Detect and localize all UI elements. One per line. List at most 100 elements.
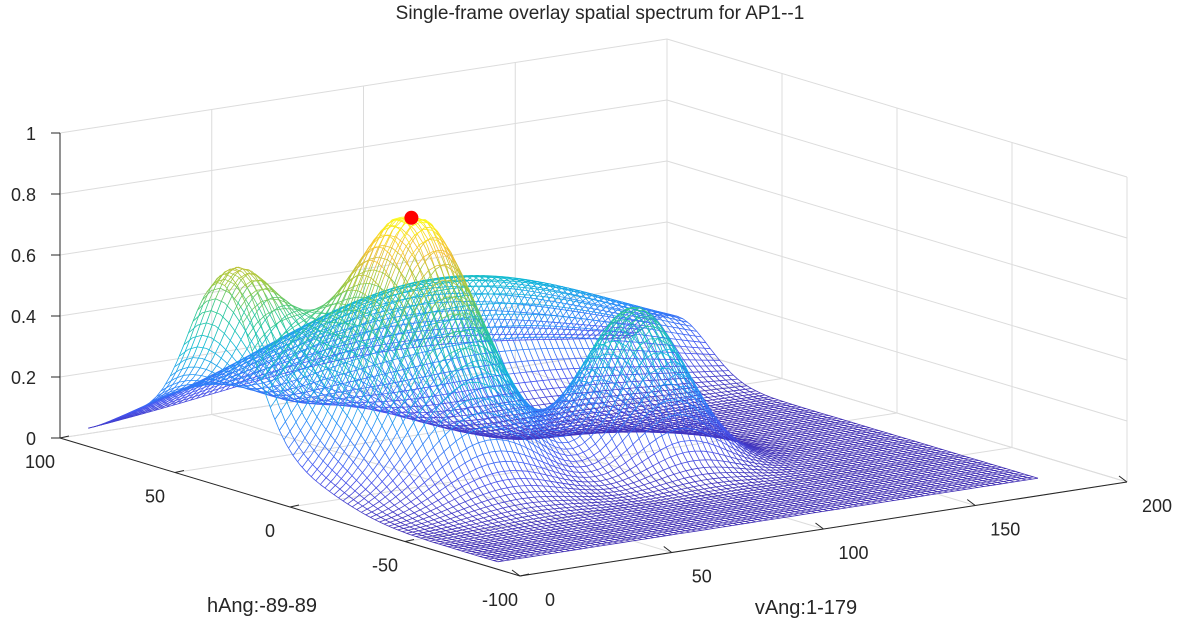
mesh-segment bbox=[875, 434, 883, 438]
mesh-segment bbox=[886, 495, 894, 498]
mesh-segment bbox=[491, 306, 500, 320]
mesh-segment bbox=[826, 460, 834, 464]
mesh-segment bbox=[895, 437, 903, 441]
mesh-segment bbox=[714, 480, 723, 487]
mesh-segment bbox=[877, 440, 885, 444]
mesh-segment bbox=[837, 431, 845, 435]
mesh-segment bbox=[789, 416, 797, 420]
mesh-segment bbox=[781, 411, 789, 415]
mesh-segment bbox=[756, 409, 764, 413]
mesh-segment bbox=[776, 458, 785, 463]
mesh-segment bbox=[558, 303, 567, 313]
mesh-segment bbox=[777, 418, 785, 422]
mesh-segment bbox=[812, 410, 820, 414]
mesh-segment bbox=[1012, 478, 1021, 482]
mesh-segment bbox=[826, 482, 834, 486]
mesh-segment bbox=[719, 412, 727, 415]
mesh-segment bbox=[540, 503, 549, 510]
mesh-segment bbox=[841, 446, 849, 449]
mesh-segment bbox=[432, 447, 441, 463]
mesh-segment bbox=[859, 489, 867, 493]
mesh-segment bbox=[778, 399, 786, 403]
mesh-segment bbox=[833, 484, 841, 488]
mesh-segment bbox=[588, 500, 597, 506]
mesh-segment bbox=[539, 488, 547, 497]
mesh-segment bbox=[1005, 473, 1013, 477]
mesh-segment bbox=[951, 481, 959, 485]
mesh-segment bbox=[851, 460, 859, 463]
mesh-segment bbox=[598, 485, 606, 492]
mesh-segment bbox=[703, 394, 711, 400]
mesh-segment bbox=[857, 459, 865, 462]
mesh-segment bbox=[966, 467, 974, 470]
mesh-segment bbox=[636, 427, 644, 431]
mesh-segment bbox=[824, 454, 833, 458]
mesh-segment bbox=[946, 488, 955, 492]
mesh-segment bbox=[871, 463, 879, 467]
mesh-segment bbox=[777, 461, 785, 466]
mesh-segment bbox=[942, 449, 950, 452]
mesh-segment bbox=[880, 499, 889, 502]
mesh-segment bbox=[892, 450, 900, 454]
mesh-segment bbox=[692, 356, 701, 367]
mesh-segment bbox=[1024, 473, 1032, 477]
mesh-segment bbox=[771, 461, 779, 466]
mesh-segment bbox=[767, 468, 775, 473]
mesh-segment bbox=[560, 337, 568, 354]
mesh-segment bbox=[904, 470, 912, 474]
mesh-segment bbox=[517, 287, 525, 297]
mesh-segment bbox=[857, 483, 866, 487]
mesh-segment bbox=[861, 452, 869, 456]
mesh-segment bbox=[570, 501, 579, 507]
mesh-segment bbox=[875, 478, 883, 481]
mesh-segment bbox=[597, 478, 605, 486]
mesh-segment bbox=[844, 433, 852, 437]
mesh-segment bbox=[731, 431, 739, 435]
mesh-segment bbox=[628, 422, 636, 426]
mesh-segment bbox=[588, 308, 597, 317]
mesh-segment bbox=[758, 391, 766, 396]
mesh-segment bbox=[880, 452, 888, 456]
mesh-segment bbox=[544, 384, 553, 397]
mesh-segment bbox=[918, 474, 926, 478]
mesh-segment bbox=[906, 476, 914, 480]
mesh-segment bbox=[685, 337, 693, 348]
mesh-segment bbox=[530, 354, 539, 372]
mesh-segment bbox=[814, 416, 822, 419]
mesh-segment bbox=[949, 475, 957, 479]
mesh-segment bbox=[523, 288, 531, 298]
mesh-segment bbox=[692, 347, 700, 358]
mesh-segment bbox=[788, 435, 796, 439]
mesh-segment bbox=[753, 399, 761, 404]
mesh-segment bbox=[539, 292, 548, 306]
mesh-segment bbox=[710, 398, 718, 403]
mesh-segment bbox=[807, 460, 815, 464]
mesh-segment bbox=[687, 365, 696, 376]
mesh-segment bbox=[502, 480, 510, 492]
mesh-segment bbox=[744, 477, 753, 483]
mesh-segment bbox=[835, 468, 843, 472]
mesh-segment bbox=[591, 356, 599, 358]
mesh-segment bbox=[841, 424, 849, 428]
mesh-segment bbox=[866, 491, 874, 495]
mesh-segment bbox=[676, 454, 684, 468]
mesh-segment bbox=[964, 461, 972, 465]
mesh-segment bbox=[515, 489, 523, 499]
mesh-segment bbox=[533, 488, 541, 497]
mesh-segment bbox=[833, 419, 842, 423]
mesh-segment bbox=[592, 485, 600, 492]
mesh-segment bbox=[848, 448, 856, 451]
mesh-segment bbox=[842, 473, 850, 477]
mesh-segment bbox=[812, 478, 820, 482]
mesh-segment bbox=[777, 440, 785, 444]
mesh-segment bbox=[827, 417, 835, 421]
mesh-segment bbox=[682, 318, 691, 325]
mesh-segment bbox=[891, 447, 899, 451]
mesh-segment bbox=[740, 421, 748, 425]
mesh-segment bbox=[958, 483, 966, 487]
mesh-segment bbox=[750, 435, 758, 438]
mesh-segment bbox=[653, 316, 662, 326]
mesh-segment bbox=[922, 489, 930, 493]
mesh-segment bbox=[924, 473, 932, 477]
mesh-segment bbox=[476, 456, 485, 472]
